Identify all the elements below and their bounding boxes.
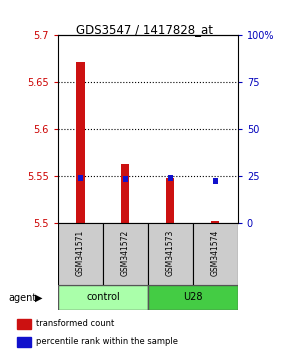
Bar <box>122 164 129 223</box>
Bar <box>211 221 219 223</box>
Bar <box>123 176 128 182</box>
Text: U28: U28 <box>183 292 203 302</box>
FancyBboxPatch shape <box>58 223 103 285</box>
Text: GDS3547 / 1417828_at: GDS3547 / 1417828_at <box>77 23 213 36</box>
Bar <box>17 319 30 329</box>
Bar <box>17 337 30 347</box>
Bar <box>77 62 84 223</box>
FancyBboxPatch shape <box>148 285 238 310</box>
Text: GSM341572: GSM341572 <box>121 230 130 276</box>
Bar <box>213 178 218 184</box>
Text: transformed count: transformed count <box>36 319 114 328</box>
Text: agent: agent <box>9 293 37 303</box>
Text: ▶: ▶ <box>35 293 43 303</box>
FancyBboxPatch shape <box>148 223 193 285</box>
Text: percentile rank within the sample: percentile rank within the sample <box>36 337 178 347</box>
Text: GSM341571: GSM341571 <box>76 230 85 276</box>
Bar <box>166 178 174 223</box>
Bar <box>168 175 173 181</box>
FancyBboxPatch shape <box>58 285 148 310</box>
Text: GSM341574: GSM341574 <box>211 229 220 276</box>
Bar <box>78 175 83 181</box>
Text: GSM341573: GSM341573 <box>166 229 175 276</box>
FancyBboxPatch shape <box>103 223 148 285</box>
FancyBboxPatch shape <box>193 223 238 285</box>
Text: control: control <box>86 292 120 302</box>
